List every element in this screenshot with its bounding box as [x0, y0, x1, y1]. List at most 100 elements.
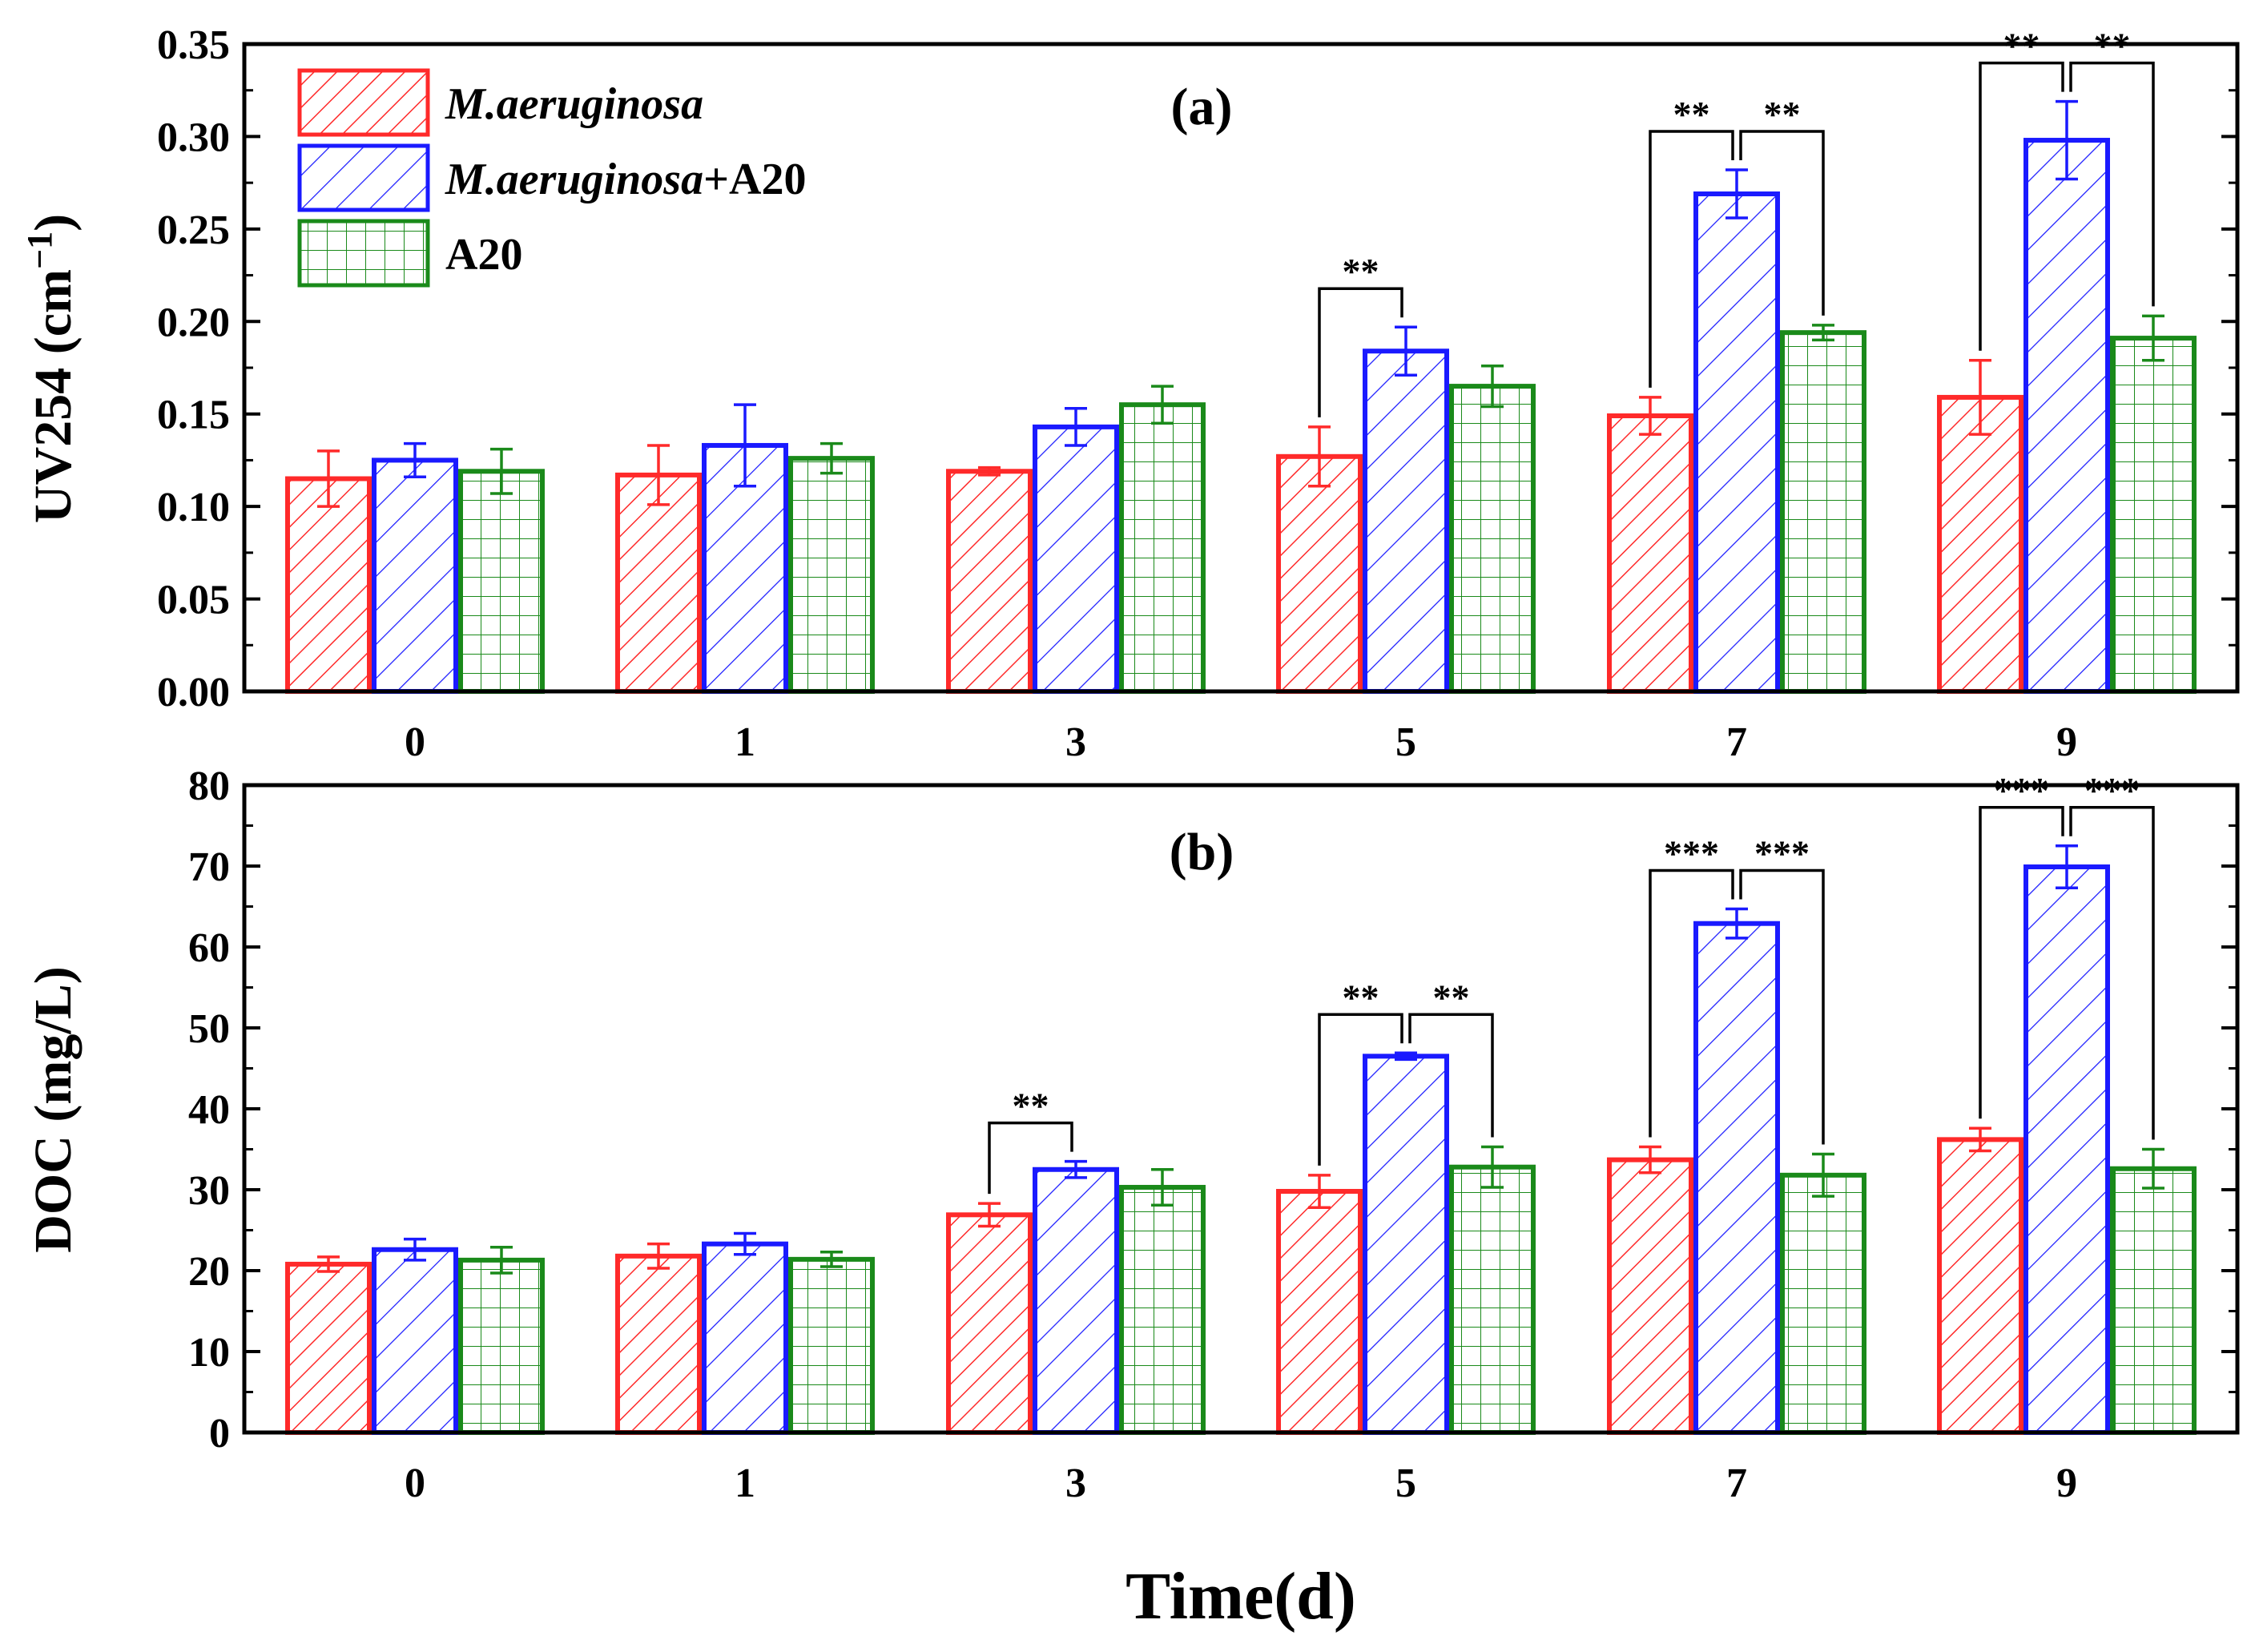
panel-a-bar-m-aeruginosa [946, 469, 1033, 695]
panel-a-ytick-label: 0.05 [157, 578, 230, 623]
panel-a-bar-m-aeruginosa-a20 [2023, 138, 2110, 694]
legend-swatch-m-aeruginosa [297, 68, 430, 137]
panel-a-ytick-label: 0.35 [157, 22, 230, 68]
panel-a-significance-bracket [1739, 130, 1825, 316]
legend-label-m-aeruginosa-a20-plain: +A20 [703, 155, 806, 204]
panel-a-ylabel-text: UV254 (cm [24, 269, 83, 523]
legend: M.aeruginosa M.aeruginosa+A20 A20 [297, 68, 806, 288]
panel-b-ytick-label: 20 [188, 1249, 230, 1295]
panel-b-bar-a20 [1780, 1172, 1866, 1435]
panel-a-xtick-label: 0 [405, 719, 425, 765]
panel-a-bar-m-aeruginosa-a20 [372, 457, 458, 695]
panel-b-label: (b) [1170, 823, 1234, 881]
panel-b-bar-m-aeruginosa [1276, 1189, 1363, 1436]
panel-b-bar-a20 [788, 1256, 875, 1435]
panel-b-significance-bracket [1979, 806, 2064, 1119]
panel-b-bar-a20 [2110, 1166, 2197, 1435]
panel-b-bar-m-aeruginosa-a20 [1033, 1166, 1119, 1435]
panel-a-significance-label: ** [1764, 94, 1801, 135]
panel-b-xtick-label: 7 [1726, 1461, 1747, 1506]
panel-a-ytick-label: 0.10 [157, 485, 230, 530]
panel-a-xtick-label: 7 [1726, 719, 1747, 765]
panel-b-significance-label: ** [1013, 1086, 1049, 1126]
panel-b-significance-label: ** [1343, 977, 1379, 1017]
panel-a-bar-m-aeruginosa [1937, 394, 2023, 694]
panel-b-ytick-label: 0 [209, 1411, 230, 1457]
panel-a-bar-a20 [1449, 384, 1536, 694]
panel-b-bar-a20 [1449, 1164, 1536, 1435]
legend-label-m-aeruginosa-italic: M.aeruginosa [445, 79, 703, 129]
panel-b-significance-bracket [1408, 1013, 1494, 1138]
legend-label-a20: A20 [445, 230, 522, 280]
panel-a-uv254: 0.00 0.05 0.10 0.15 0.20 0.25 0.30 0.35 0 1 3 5 7 9 **… [20, 22, 2240, 765]
panel-b-bar-m-aeruginosa-a20 [1693, 921, 1780, 1435]
panel-b-significance-bracket [1318, 1013, 1403, 1166]
legend-label-m-aeruginosa-a20: M.aeruginosa+A20 [445, 155, 806, 204]
panel-a-bar-m-aeruginosa-a20 [1033, 424, 1119, 694]
legend-label-m-aeruginosa-a20-italic: M.aeruginosa [445, 155, 703, 204]
panel-a-plot-area: 0.00 0.05 0.10 0.15 0.20 0.25 0.30 0.35 0 1 3 5 7 9 **… [157, 22, 2237, 765]
panel-b-significance-label: *** [1664, 833, 1719, 874]
panel-b-bar-m-aeruginosa [1607, 1157, 1693, 1435]
x-axis-title: Time(d) [1126, 1559, 1356, 1634]
panel-b-significance-label: *** [1994, 770, 2049, 811]
panel-a-significance-bracket [1979, 61, 2064, 351]
legend-label-a20-plain: A20 [445, 230, 522, 280]
panel-b-bar-m-aeruginosa [1937, 1137, 2023, 1435]
legend-swatch-m-aeruginosa-a20 [297, 143, 430, 212]
panel-a-significance-bracket [1318, 287, 1403, 417]
panel-b-ytick-label: 80 [188, 764, 230, 809]
panel-a-xtick-label: 3 [1065, 719, 1086, 765]
panel-b-bar-a20 [1119, 1184, 1206, 1435]
panel-b-ytick-label: 40 [188, 1087, 230, 1133]
panel-b-xtick-label: 0 [405, 1461, 425, 1506]
panel-a-significance-label: ** [1343, 251, 1379, 292]
panel-b-xtick-label: 1 [735, 1461, 755, 1506]
panel-a-bar-a20 [788, 456, 875, 694]
panel-b-ytick-label: 10 [188, 1330, 230, 1376]
legend-swatch-a20 [297, 219, 430, 288]
panel-b-frame [242, 783, 2240, 1435]
panel-b-significance-bracket [988, 1121, 1073, 1195]
panel-b-ytick-label: 60 [188, 925, 230, 971]
panel-b-ylabel: DOC (mg/L) [24, 966, 83, 1252]
panel-a-ytick-label: 0.25 [157, 208, 230, 253]
panel-a-bar-a20 [1780, 330, 1866, 694]
panel-a-frame [242, 42, 2240, 694]
panel-a-significance-label: ** [1673, 94, 1710, 135]
panel-b-bar-m-aeruginosa-a20 [702, 1241, 788, 1436]
panel-b-ytick-label: 70 [188, 844, 230, 890]
panel-a-significance-bracket [1649, 130, 1734, 388]
panel-b-bar-m-aeruginosa-a20 [2023, 864, 2110, 1435]
panel-a-xtick-label: 5 [1395, 719, 1416, 765]
panel-a-bar-a20 [2110, 336, 2197, 694]
panel-b-bar-m-aeruginosa [615, 1253, 702, 1435]
panel-a-bar-m-aeruginosa [285, 476, 372, 694]
panel-b-significance-label: *** [2084, 770, 2140, 811]
panel-b-xtick-label: 5 [1395, 1461, 1416, 1506]
panel-b-ytick-label: 30 [188, 1168, 230, 1214]
panel-b-significance-bracket [1649, 868, 1734, 1138]
panel-a-xtick-label: 9 [2056, 719, 2077, 765]
panel-b-significance-label: *** [1754, 833, 1810, 874]
panel-a-ytick-label: 0.15 [157, 393, 230, 438]
panel-b-bar-m-aeruginosa-a20 [372, 1247, 458, 1435]
panel-b-ytick-label: 50 [188, 1006, 230, 1052]
panel-a-bar-a20 [458, 469, 545, 695]
panel-a-ylabel: UV254 (cm−1) [20, 214, 83, 523]
panel-b-xtick-label: 3 [1065, 1461, 1086, 1506]
panel-a-label: (a) [1171, 78, 1233, 136]
panel-b-bar-m-aeruginosa [285, 1261, 372, 1436]
panel-a-ylabel-sup: −1 [20, 232, 59, 269]
panel-a-bar-a20 [1119, 402, 1206, 694]
legend-label-m-aeruginosa: M.aeruginosa [445, 79, 703, 129]
panel-a-bar-m-aeruginosa [1607, 413, 1693, 694]
panel-b-bar-a20 [458, 1257, 545, 1435]
panel-a-xtick-label: 1 [735, 719, 755, 765]
panel-b-bar-m-aeruginosa [946, 1212, 1033, 1436]
panel-a-ytick-label: 0.20 [157, 300, 230, 345]
panel-b-significance-label: ** [1433, 977, 1470, 1017]
